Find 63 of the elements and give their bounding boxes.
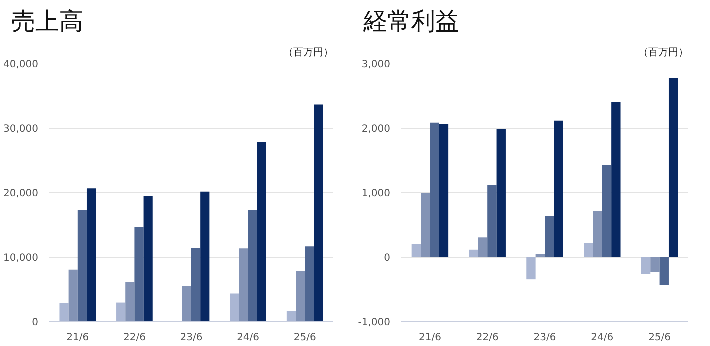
bar (668, 78, 678, 257)
text: （百万円） (638, 48, 688, 58)
y-tick-label: 40,000 (4, 60, 39, 70)
y-tick-label: 3,000 (362, 60, 391, 70)
bar (526, 257, 536, 280)
bar (314, 104, 324, 322)
x-tick-label: 22/6 (123, 332, 146, 344)
bar (641, 257, 651, 274)
bar (248, 210, 258, 322)
chart-title: 売上高 (12, 8, 84, 36)
y-tick-label: 0 (384, 253, 391, 264)
bar (593, 211, 602, 257)
x-tick-label: 25/6 (648, 332, 672, 344)
bar (545, 216, 554, 257)
bar (602, 165, 612, 257)
y-tick-label: -1,000 (358, 318, 391, 328)
bar (257, 142, 266, 322)
bar (488, 185, 497, 257)
y-tick-label: 2,000 (362, 124, 391, 135)
x-tick-label: 24/6 (237, 332, 260, 344)
bar (439, 124, 449, 257)
bar (421, 193, 430, 257)
x-tick-label: 25/6 (294, 332, 316, 344)
bar (86, 188, 96, 322)
bar (478, 238, 488, 257)
x-tick-label: 23/6 (534, 332, 556, 344)
bar (230, 294, 240, 322)
x-tick-label: 22/6 (476, 332, 499, 344)
y-tick-label: 20,000 (4, 188, 39, 200)
bar (116, 302, 126, 322)
bar (612, 102, 621, 257)
x-tick-label: 23/6 (180, 332, 203, 344)
bar (192, 248, 201, 322)
x-tick-label: 21/6 (418, 332, 442, 344)
x-tick-label: 21/6 (66, 332, 90, 344)
bar (496, 129, 506, 257)
text: （百万円） (284, 48, 334, 58)
bar (296, 271, 306, 322)
bar (286, 311, 296, 322)
bar (134, 227, 144, 322)
y-tick-label: 1,000 (362, 188, 391, 200)
x-tick-label: 24/6 (591, 332, 614, 344)
bar (305, 246, 314, 322)
y-tick-label: 0 (32, 318, 39, 328)
bar (126, 282, 135, 322)
chart-title: 経常利益 (362, 8, 460, 36)
bar (144, 196, 153, 322)
bar (68, 270, 78, 322)
bar (584, 243, 594, 257)
bar (182, 286, 192, 322)
bar (650, 257, 660, 272)
bar (239, 248, 248, 322)
y-tick-label: 30,000 (4, 124, 39, 135)
bar (469, 250, 478, 257)
bar (660, 257, 669, 286)
bar (430, 122, 440, 257)
y-tick-label: 10,000 (4, 253, 39, 264)
bar (200, 192, 210, 322)
bar (536, 254, 545, 257)
bar (78, 210, 87, 322)
bar (60, 303, 69, 322)
bar (554, 120, 564, 257)
bar (412, 244, 422, 257)
